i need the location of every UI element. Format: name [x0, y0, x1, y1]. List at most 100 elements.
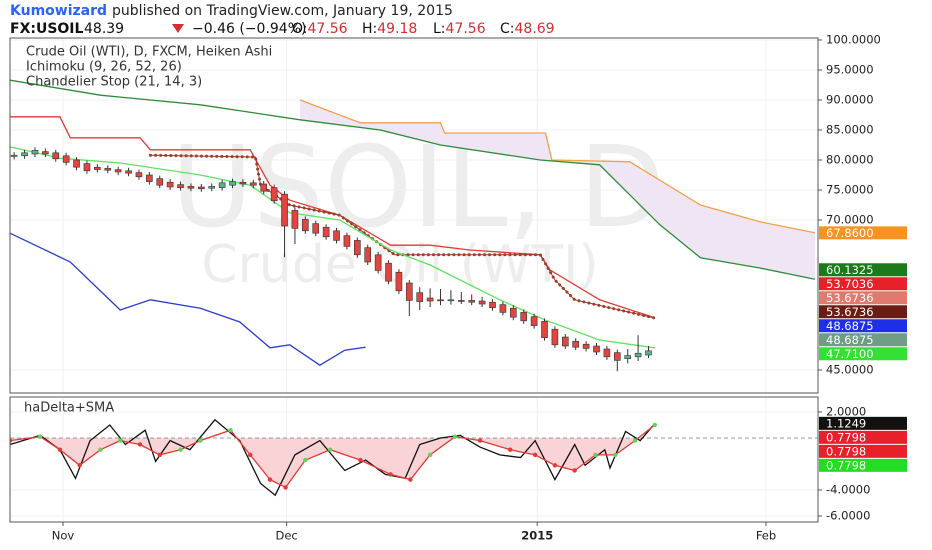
candle-body — [229, 181, 236, 186]
candle-body — [94, 166, 101, 170]
panel-title: haDelta+SMA — [24, 401, 114, 416]
candle-body — [582, 343, 590, 349]
sma-dot — [652, 422, 657, 428]
candle-body — [634, 352, 642, 358]
indicator-line — [10, 146, 655, 349]
candle-body — [156, 178, 164, 186]
candle-body — [530, 316, 538, 326]
sma-dot — [388, 472, 393, 477]
sma-dot — [552, 463, 558, 468]
candle-body — [416, 292, 424, 302]
y-tick-label: 100.0000 — [826, 32, 881, 46]
panel-frame — [9, 37, 819, 394]
price-badge-label: 67.8600 — [826, 226, 874, 240]
candle-body — [613, 352, 621, 361]
negative-fill — [10, 437, 655, 488]
sma-dot — [137, 442, 143, 447]
candle-body — [447, 299, 455, 302]
candle-body — [478, 300, 486, 305]
sma-dot — [452, 434, 458, 439]
candle-body — [104, 168, 112, 171]
indicator-line — [148, 153, 657, 320]
legend-title: Crude Oil (WTI), D, FXCM, Heiken Ashi — [26, 45, 272, 60]
x-tick-label: Feb — [756, 529, 776, 543]
price-badge — [819, 226, 907, 240]
price-badge-label: 53.6736 — [826, 305, 874, 319]
candle-body — [83, 163, 91, 172]
candle-body — [489, 301, 496, 308]
ohlc-key: L: — [433, 21, 446, 37]
candle-body — [364, 247, 372, 263]
author: Kumowizard — [10, 3, 107, 19]
price-badge-label: 47.7100 — [826, 347, 874, 361]
price-badge-label: 48.6875 — [826, 319, 874, 333]
sma-dot — [77, 463, 82, 468]
candle-body — [73, 159, 80, 168]
candle-body — [250, 182, 257, 186]
ohlc-value: 49.18 — [377, 21, 417, 37]
ohlc: L:47.56 — [433, 21, 486, 37]
sma-dot — [532, 452, 538, 458]
legend-entry: Ichimoku (9, 26, 52, 26) — [26, 60, 182, 75]
panel — [10, 38, 818, 393]
header-line: Kumowizard published on TradingView.com, … — [10, 3, 453, 19]
candle-body — [198, 186, 205, 190]
candle-body — [187, 186, 195, 189]
sma-dot — [328, 447, 333, 452]
candle-body — [572, 340, 580, 348]
candle-body — [125, 170, 132, 174]
candle-body — [333, 230, 340, 241]
plot-layer: 45.0000 70.0000 75.0000 80.0000 85.0000 90.00… — [9, 32, 907, 543]
sma-dot — [98, 447, 103, 452]
last-price: 48.39 — [84, 21, 124, 37]
sma-dot — [572, 468, 577, 473]
price-badge — [819, 430, 907, 444]
sma-dot — [10, 438, 13, 443]
indicator-line — [10, 424, 656, 489]
candle-body — [42, 151, 49, 155]
price-badge — [819, 458, 907, 472]
candle-body — [426, 297, 434, 302]
ohlc: H:49.18 — [362, 21, 417, 37]
y-tick-label: 45.0000 — [826, 363, 874, 377]
candle-body — [406, 282, 413, 301]
price-badge-label: 0.7798 — [826, 444, 866, 458]
price-badge — [819, 263, 907, 277]
price-badge — [819, 333, 907, 347]
candle-body — [593, 345, 600, 353]
candle-body — [312, 223, 320, 234]
price-badge-label: 0.7798 — [826, 430, 866, 444]
ohlc-key: H: — [362, 21, 377, 37]
indicator-line — [299, 99, 816, 234]
candle-body — [291, 210, 299, 229]
y-tick-label: -4.0000 — [826, 483, 870, 497]
y-tick-label: 90.0000 — [826, 92, 874, 106]
price-badge-label: 1.1249 — [826, 416, 866, 430]
sma-dot — [632, 438, 638, 443]
candle-body — [385, 262, 392, 282]
sma-dot — [267, 477, 273, 482]
watermark-symbol: USOIL, D — [171, 123, 665, 253]
candle-body — [645, 350, 652, 356]
ohlc-value: 47.56 — [308, 21, 348, 37]
candle-body — [21, 152, 28, 157]
price-badge-label: 0.7798 — [826, 458, 866, 472]
candle-body — [135, 172, 143, 178]
change: −0.46 (−0.94%) — [192, 21, 306, 37]
published: published on TradingView.com, January 19… — [112, 3, 453, 19]
candle-body — [437, 299, 444, 302]
y-tick-label: 80.0000 — [826, 152, 874, 166]
candle-body — [146, 174, 153, 182]
candle-body — [239, 181, 247, 185]
sma-dot — [198, 438, 203, 443]
candle-body — [62, 155, 70, 163]
price-badge — [819, 347, 907, 361]
down-arrow — [172, 24, 184, 33]
candle-body — [302, 219, 309, 232]
ohlc-key: C: — [500, 21, 515, 37]
y-tick-label: 70.0000 — [826, 213, 874, 227]
candle-body — [551, 328, 559, 346]
candle-body — [10, 154, 18, 157]
